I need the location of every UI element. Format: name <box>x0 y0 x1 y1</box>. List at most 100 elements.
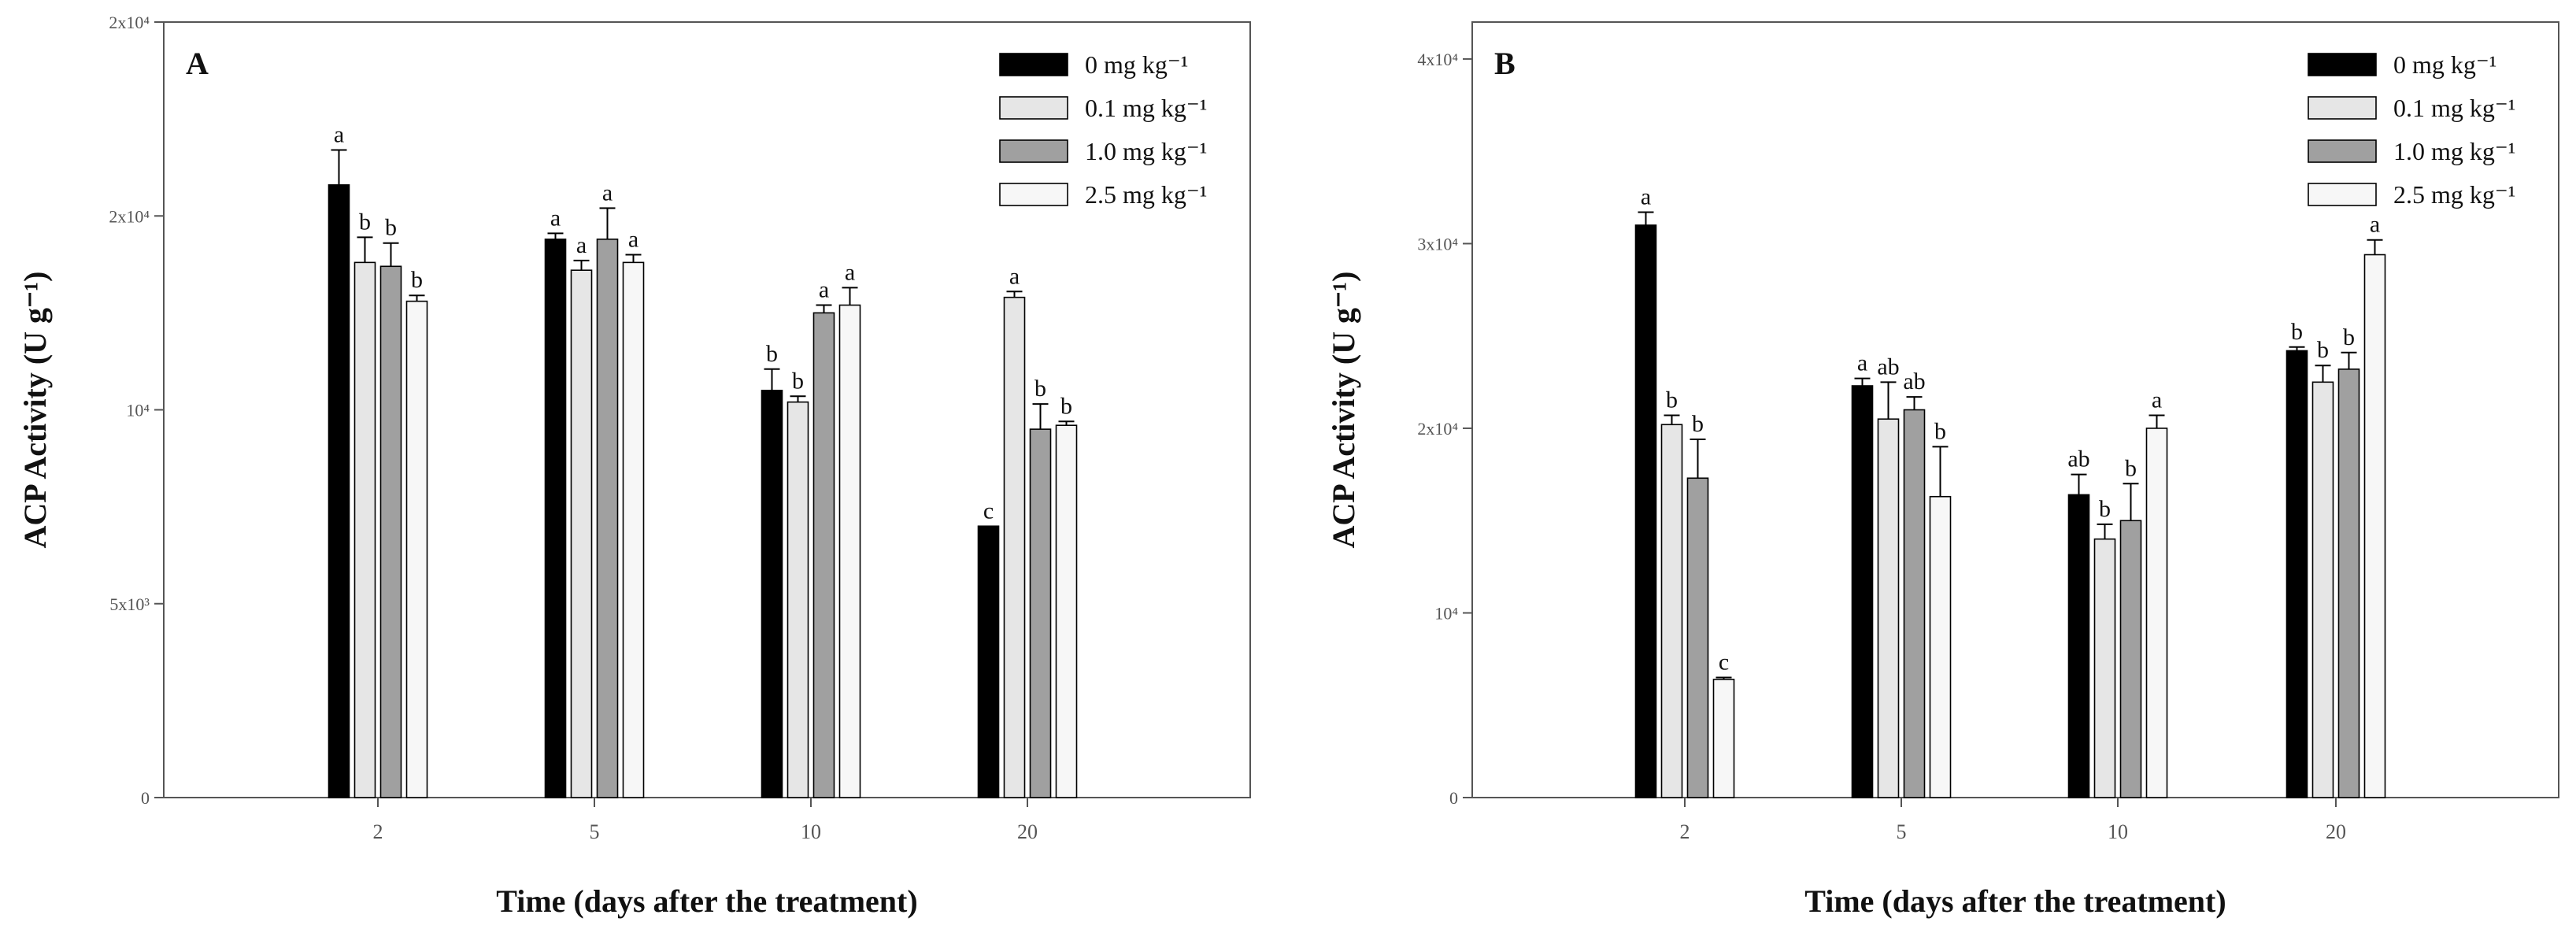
panel-b-y-tick-label: 2x10⁴ <box>1417 419 1458 439</box>
panel-b-bar <box>1851 385 1874 798</box>
panel-b-bar <box>1686 477 1709 798</box>
panel-b-legend-label: 1.0 mg kg⁻¹ <box>2393 137 2515 165</box>
panel-b-significance-letter: b <box>1934 418 1946 444</box>
panel-b-significance-letter: b <box>2125 455 2137 481</box>
panel-a-legend-label: 2.5 mg kg⁻¹ <box>1085 180 1207 209</box>
panel-a-significance-letter: a <box>845 259 855 285</box>
panel-b-significance-letter: a <box>1857 350 1867 376</box>
panel-b-significance-letter: ab <box>1877 354 1899 379</box>
panel-b-significance-letter: ab <box>2067 446 2089 472</box>
panel-a-bar <box>1029 428 1052 798</box>
panel-a-bar <box>761 390 783 798</box>
panel-b-legend-label: 2.5 mg kg⁻¹ <box>2393 180 2515 209</box>
panel-b-x-tick-label: 20 <box>2326 820 2346 843</box>
panel-a-bar <box>977 525 1000 798</box>
panel-a-legend-label: 0.1 mg kg⁻¹ <box>1085 94 1207 122</box>
panel-a-x-tick-label: 20 <box>1017 820 1038 843</box>
panel-a-significance-letter: a <box>334 122 344 148</box>
panel-a-bar <box>353 261 376 798</box>
panel-a-legend-swatch <box>999 139 1068 163</box>
panel-b-significance-letter: ab <box>1903 368 1925 394</box>
panel-a-legend-swatch <box>999 183 1068 206</box>
panel-a-x-tick-label: 5 <box>590 820 600 843</box>
panel-a-bar <box>812 312 835 798</box>
panel-b-significance-letter: a <box>2152 387 2162 413</box>
panel-b-significance-letter: b <box>1666 387 1678 413</box>
panel-a-x-axis-title: Time (days after the treatment) <box>496 883 917 919</box>
panel-a-y-tick-label: 2x10⁴ <box>109 206 150 226</box>
panel-a-x-tick-label: 2 <box>373 820 383 843</box>
panel-b-bar <box>2119 520 2142 798</box>
panel-b-x-tick-label: 5 <box>1897 820 1907 843</box>
panel-b-legend-swatch <box>2308 53 2377 76</box>
panel-b-bar <box>2337 368 2360 798</box>
panel-a-legend-swatch <box>999 53 1068 76</box>
panel-a-bar <box>838 304 861 798</box>
panel-a-y-tick-label: 2x10⁴ <box>109 13 150 32</box>
panel-a-bar <box>570 269 593 798</box>
panel-b-y-axis-title: ACP Activity (U g⁻¹) <box>1326 272 1361 549</box>
panel-b-y-tick-label: 0 <box>1449 788 1458 808</box>
panel-b-y-tick-label: 10⁴ <box>1434 603 1458 623</box>
panel-b-legend-swatch <box>2308 183 2377 206</box>
panel-b-y-tick-label: 3x10⁴ <box>1417 234 1458 254</box>
panel-a-significance-letter: b <box>1034 376 1046 402</box>
panel-b-bar <box>1660 424 1683 798</box>
panel-a-y-tick-label: 10⁴ <box>126 401 150 420</box>
panel-b-significance-letter: b <box>2291 319 2303 345</box>
panel-b-bar <box>2311 381 2334 798</box>
panel-b-x-axis-title: Time (days after the treatment) <box>1804 883 2226 919</box>
panel-b-significance-letter: a <box>1641 184 1651 210</box>
panel-a-significance-letter: a <box>576 232 587 258</box>
panel-a-significance-letter: b <box>792 368 804 394</box>
panel-a-significance-letter: b <box>1060 393 1072 419</box>
panel-b-bar <box>1712 679 1735 798</box>
panel-a-bar <box>405 300 428 798</box>
panel-b-plot-frame <box>1471 21 2559 798</box>
panel-a-bar <box>328 184 350 798</box>
panel-a-significance-letter: a <box>550 205 561 231</box>
panel-b-significance-letter: b <box>2317 337 2329 363</box>
panel-b-significance-letter: c <box>1719 650 1729 676</box>
panel-a-significance-letter: b <box>766 341 778 367</box>
panel-b-significance-letter: b <box>2099 496 2111 522</box>
panel-a-label: A <box>186 46 209 81</box>
panel-b-bar <box>2093 538 2116 798</box>
panel-b-label: B <box>1494 46 1516 81</box>
panel-b-legend-swatch <box>2308 96 2377 120</box>
panel-b-x-tick-label: 10 <box>2108 820 2128 843</box>
panel-b-significance-letter: b <box>1692 411 1704 437</box>
panel-a-y-tick-label: 0 <box>141 788 150 808</box>
panel-b-x-tick-label: 2 <box>1680 820 1690 843</box>
panel-a-significance-letter: b <box>385 215 397 241</box>
panel-b-legend-swatch <box>2308 139 2377 163</box>
panel-a-legend-label: 0 mg kg⁻¹ <box>1085 50 1188 79</box>
panel-a-y-axis-title: ACP Activity (U g⁻¹) <box>17 272 53 549</box>
panel-a-bar <box>379 265 402 798</box>
panel-a-significance-letter: c <box>983 498 994 524</box>
panel-b-bar <box>1877 418 1900 798</box>
panel-b-bar <box>2285 350 2308 798</box>
panel-a-bar <box>622 261 645 798</box>
panel-b-significance-letter: a <box>2370 212 2380 238</box>
panel-b-bar <box>2145 428 2168 798</box>
panel-b-bar <box>1634 224 1657 798</box>
panel-a-legend-swatch <box>999 96 1068 120</box>
panel-a-bar <box>1003 296 1026 798</box>
panel-b-legend-label: 0.1 mg kg⁻¹ <box>2393 94 2515 122</box>
panel-b-bar <box>1929 495 1952 798</box>
panel-b-legend-label: 0 mg kg⁻¹ <box>2393 50 2496 79</box>
panel-a-significance-letter: a <box>1009 263 1020 289</box>
panel-a-significance-letter: a <box>628 227 638 253</box>
panel-a-bar <box>544 238 567 798</box>
panel-b-bar <box>2067 494 2090 798</box>
panel-a-bar <box>596 238 619 798</box>
panel-a-y-tick-label: 5x10³ <box>109 594 150 614</box>
panel-a-bar <box>1055 424 1078 798</box>
panel-a-significance-letter: a <box>602 180 613 205</box>
panel-a-legend-label: 1.0 mg kg⁻¹ <box>1085 137 1207 165</box>
panel-b-y-tick-label: 4x10⁴ <box>1417 50 1458 69</box>
panel-a-significance-letter: a <box>819 277 829 303</box>
